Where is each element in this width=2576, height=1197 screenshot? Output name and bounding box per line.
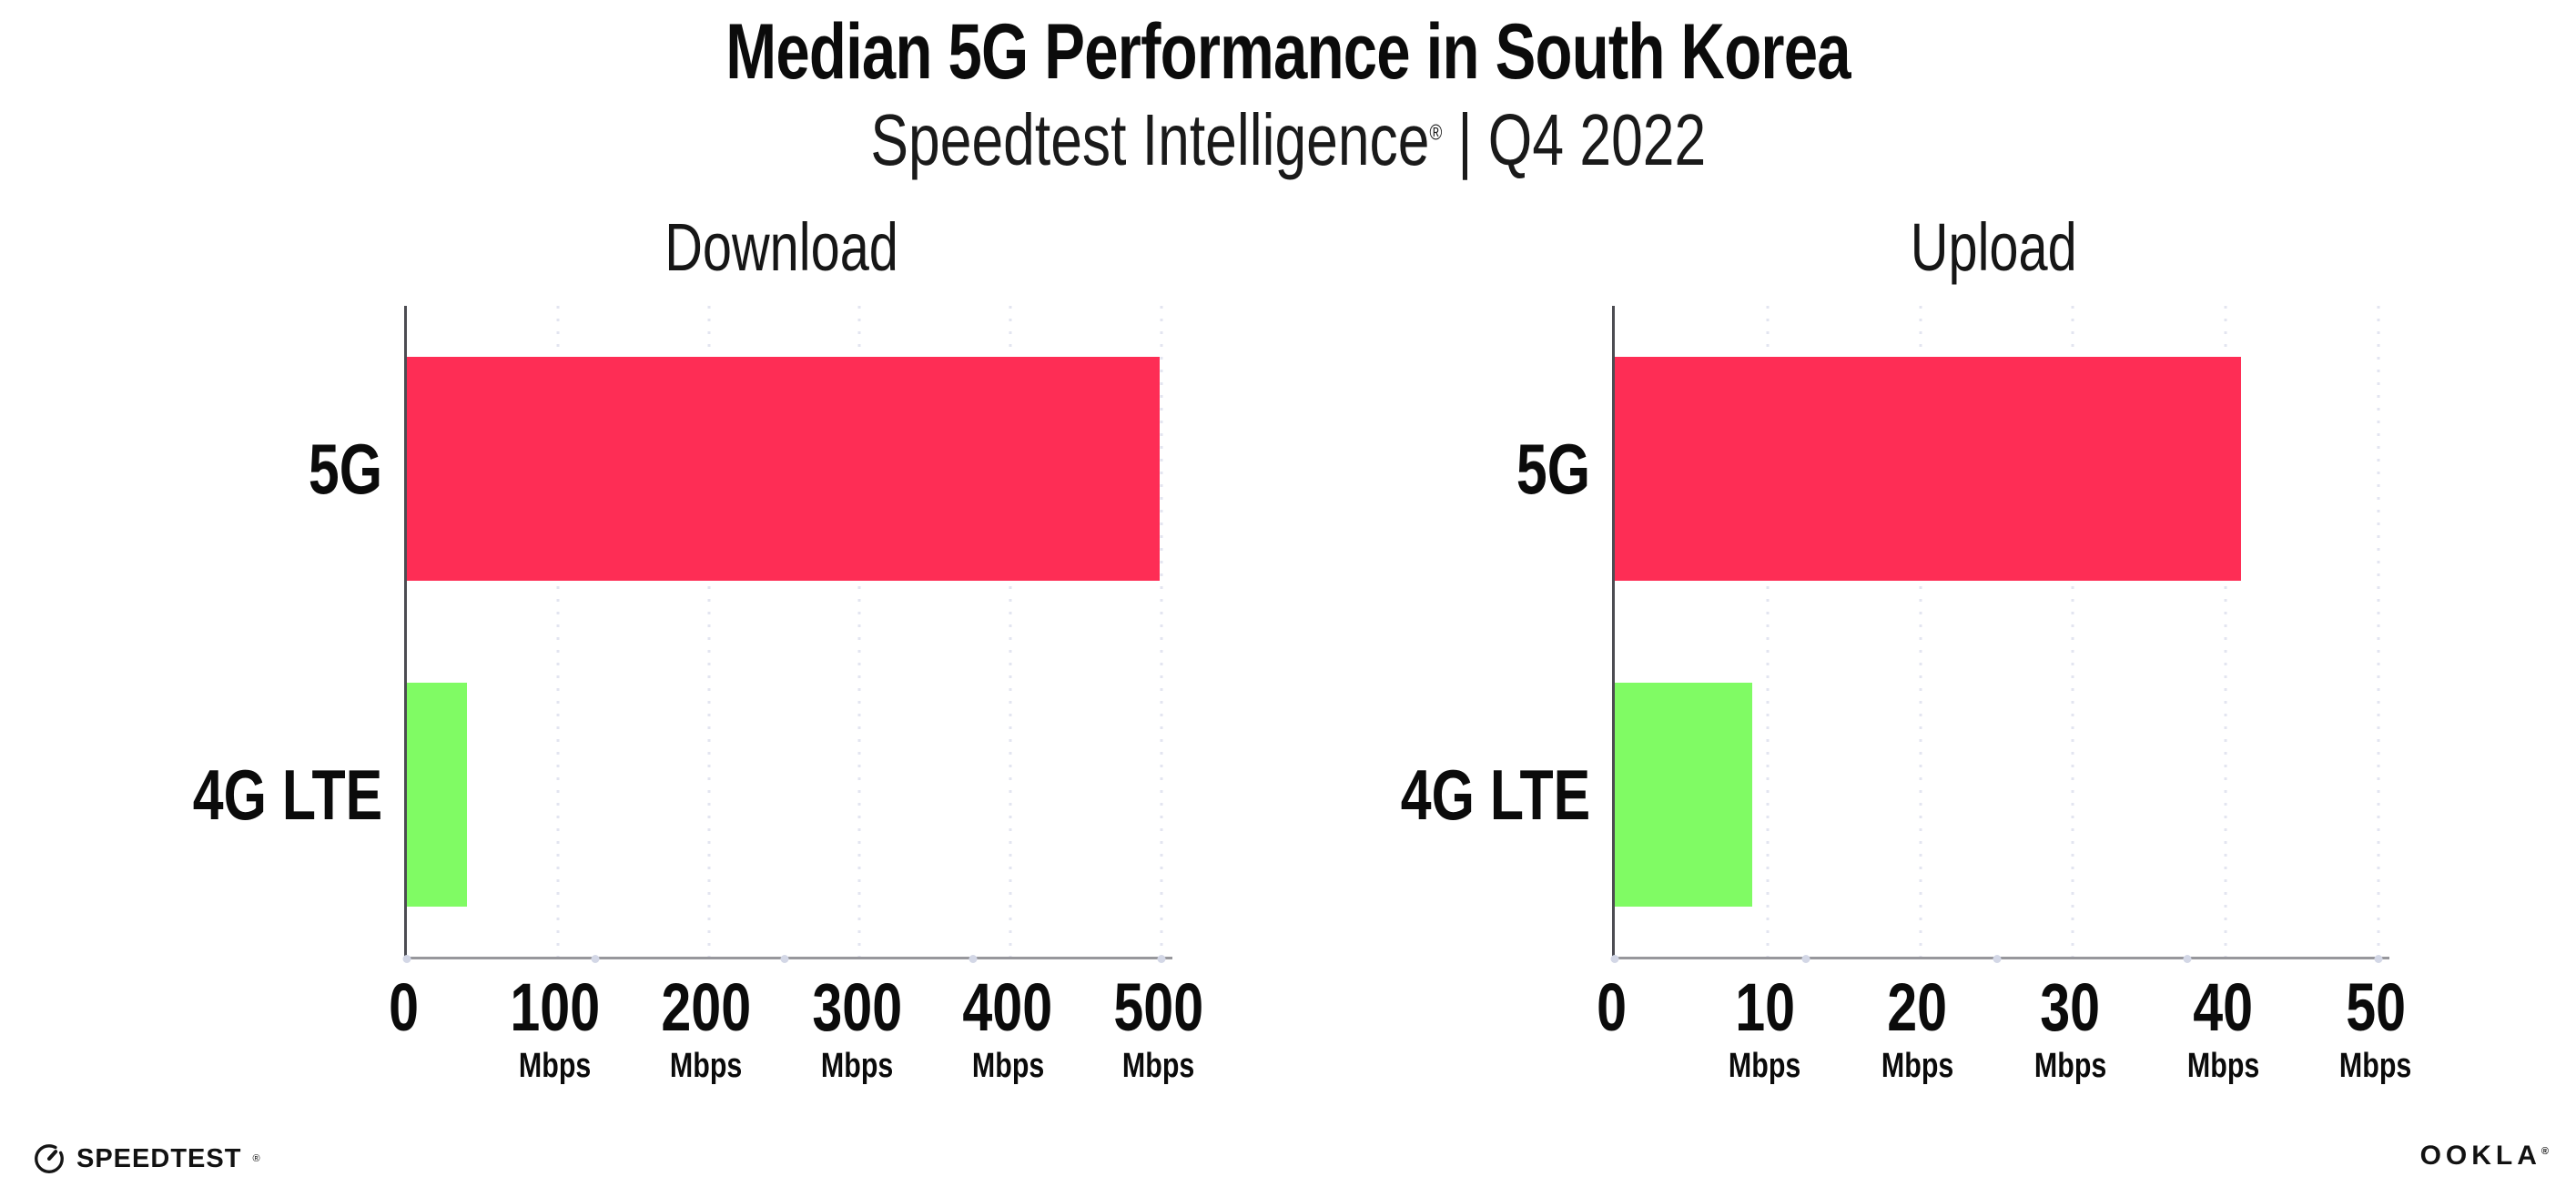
x-tick-50: 50 Mbps [2339, 969, 2412, 1086]
upload-x-axis-labels: 0 10 Mbps 20 Mbps 30 Mbps 40 Mbps 50 Mbps [1597, 969, 2412, 1100]
ookla-wordmark: OOKLA [2419, 1141, 2541, 1171]
x-tick-200: 200 Mbps [661, 969, 751, 1086]
gridline-40 [2224, 306, 2227, 958]
x-tick-10: 10 Mbps [1729, 969, 1801, 1086]
axis-tick-dot [2374, 955, 2383, 963]
upload-chart-title: Upload [1612, 211, 2376, 284]
page-title: Median 5G Performance in South Korea [0, 11, 2576, 93]
page-title-text: Median 5G Performance in South Korea [725, 8, 1851, 96]
gridline-50 [2377, 306, 2380, 958]
axis-tick-dot [1157, 955, 1166, 963]
x-tick-0: 0 [389, 969, 420, 1045]
axis-tick-dot [2183, 955, 2192, 963]
speedtest-gauge-icon [35, 1144, 64, 1173]
speedtest-wordmark: SPEEDTEST [76, 1143, 242, 1173]
gridline-20 [1919, 306, 1922, 958]
download-category-label-4g-lte: 4G LTE [192, 755, 382, 835]
speedtest-logo: SPEEDTEST ® [33, 1142, 260, 1175]
download-chart-title-text: Download [664, 209, 898, 285]
bar-5g-download [407, 357, 1161, 581]
axis-tick-dot [591, 955, 600, 963]
x-tick-0: 0 [1597, 969, 1628, 1045]
x-tick-400: 400 Mbps [962, 969, 1053, 1086]
upload-chart-title-text: Upload [1911, 209, 2077, 285]
x-tick-30: 30 Mbps [2033, 969, 2107, 1086]
download-category-label-5g: 5G [308, 429, 382, 509]
gridline-30 [2071, 306, 2074, 958]
subtitle-brand: Speedtest Intelligence [870, 99, 1430, 180]
gridline-100 [556, 306, 560, 958]
bar-4g-lte-download [407, 683, 468, 907]
upload-category-label-5g: 5G [1516, 429, 1590, 509]
gridline-500 [1160, 306, 1163, 958]
gridline-300 [857, 306, 861, 958]
bar-5g-upload [1615, 357, 2241, 581]
axis-tick-dot [402, 955, 411, 963]
registered-mark: ® [1429, 120, 1442, 146]
ookla-trademark: ® [2541, 1146, 2549, 1157]
download-plot-area [402, 306, 1172, 963]
ookla-logo: OOKLA® [2420, 1141, 2549, 1172]
download-x-axis-labels: 0 100 Mbps 200 Mbps 300 Mbps 400 Mbps 500 Mbps [390, 969, 1204, 1100]
speedtest-trademark: ® [252, 1153, 260, 1164]
upload-category-label-4g-lte: 4G LTE [1400, 755, 1590, 835]
axis-tick-dot [780, 955, 788, 963]
subtitle-separator: | [1457, 99, 1473, 180]
x-tick-300: 300 Mbps [812, 969, 902, 1086]
download-chart-title: Download [404, 211, 1159, 284]
subtitle-period: Q4 2022 [1487, 99, 1706, 180]
axis-tick-dot [969, 955, 978, 963]
axis-tick-dot [1993, 955, 2001, 963]
axis-tick-dot [1610, 955, 1619, 963]
bar-4g-lte-upload [1615, 683, 1753, 907]
upload-plot-area [1610, 306, 2389, 963]
page-subtitle: Speedtest Intelligence® | Q4 2022 [0, 98, 2576, 182]
x-tick-20: 20 Mbps [1881, 969, 1954, 1086]
gridline-10 [1766, 306, 1770, 958]
x-tick-40: 40 Mbps [2186, 969, 2259, 1086]
gridline-200 [707, 306, 711, 958]
gridline-400 [1009, 306, 1012, 958]
page-subtitle-text: Speedtest Intelligence® | Q4 2022 [870, 98, 1706, 182]
x-tick-500: 500 Mbps [1113, 969, 1204, 1086]
x-tick-100: 100 Mbps [510, 969, 601, 1086]
axis-tick-dot [1801, 955, 1810, 963]
